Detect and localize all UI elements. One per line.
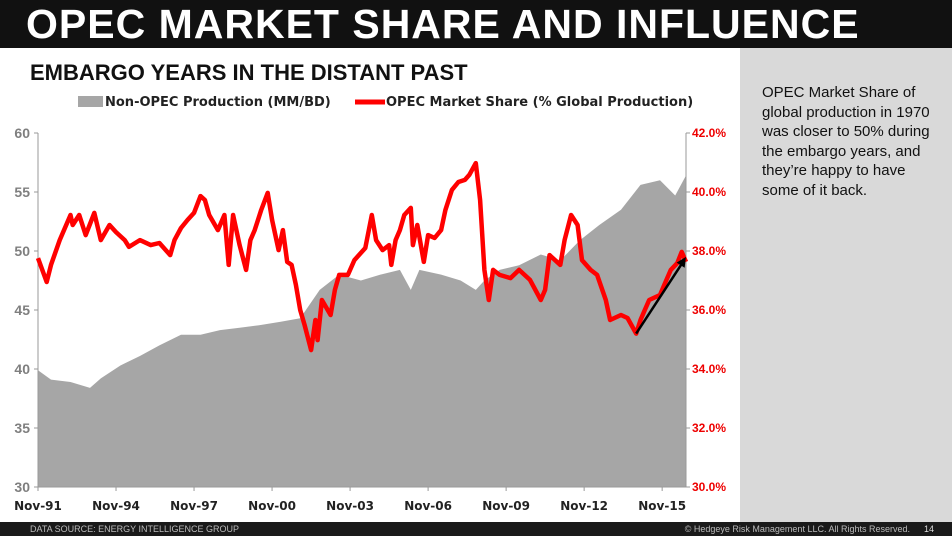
chart-subtitle: EMBARGO YEARS IN THE DISTANT PAST: [30, 60, 468, 85]
data-source: DATA SOURCE: ENERGY INTELLIGENCE GROUP: [30, 524, 240, 534]
left-tick-label: 55: [14, 184, 30, 200]
trend-arrow-head-icon: [676, 256, 686, 268]
x-tick-label: Nov-94: [92, 499, 140, 513]
legend: Non-OPEC Production (MM/BD) OPEC Market …: [78, 95, 693, 110]
legend-label-non-opec: Non-OPEC Production (MM/BD): [105, 95, 331, 110]
x-tick-label: Nov-97: [170, 499, 218, 513]
non-opec-area: [38, 175, 686, 487]
right-tick-label: 42.0%: [692, 126, 726, 140]
page-title: OPEC MARKET SHARE AND INFLUENCE: [26, 1, 860, 47]
trend-arrow-line: [635, 261, 685, 335]
copyright: © Hedgeye Risk Management LLC. All Right…: [684, 524, 910, 534]
right-tick-label: 30.0%: [692, 480, 726, 494]
right-tick-label: 40.0%: [692, 185, 726, 199]
left-tick-label: 35: [14, 420, 30, 436]
right-tick-label: 34.0%: [692, 362, 726, 376]
page-number: 14: [923, 524, 934, 534]
left-tick-label: 40: [14, 361, 30, 377]
x-tick-label: Nov-00: [248, 499, 296, 513]
left-tick-label: 30: [14, 479, 30, 495]
commentary-text: OPEC Market Share of global production i…: [762, 84, 930, 199]
commentary-panel: OPEC Market Share of global production i…: [740, 48, 952, 522]
x-tick-label: Nov-03: [326, 499, 374, 513]
x-tick-label: Nov-06: [404, 499, 452, 513]
right-tick-label: 38.0%: [692, 244, 726, 258]
chart: Non-OPEC Production (MM/BD) OPEC Market …: [14, 95, 726, 513]
left-tick-label: 50: [14, 243, 30, 259]
left-tick-label: 60: [14, 125, 30, 141]
x-tick-label: Nov-09: [482, 499, 530, 513]
left-tick-label: 45: [14, 302, 30, 318]
legend-label-opec: OPEC Market Share (% Global Production): [386, 95, 693, 110]
x-tick-label: Nov-15: [638, 499, 686, 513]
right-tick-label: 32.0%: [692, 421, 726, 435]
right-tick-label: 36.0%: [692, 303, 726, 317]
x-tick-label: Nov-91: [14, 499, 62, 513]
legend-swatch-non-opec: [78, 96, 103, 107]
title-bar: OPEC MARKET SHARE AND INFLUENCE: [0, 0, 952, 48]
opec-share-line: [35, 160, 689, 353]
footer: DATA SOURCE: ENERGY INTELLIGENCE GROUP ©…: [0, 522, 952, 536]
x-tick-label: Nov-12: [560, 499, 608, 513]
